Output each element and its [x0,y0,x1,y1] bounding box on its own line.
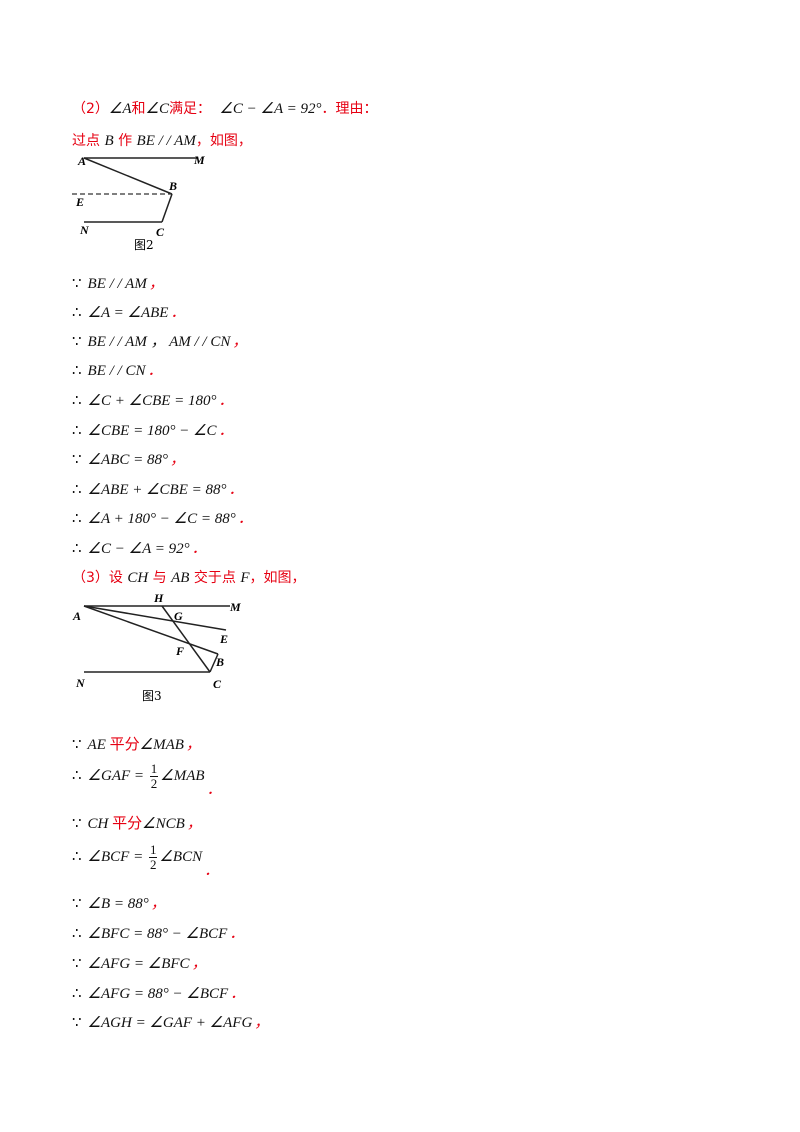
proof2-step-1: ∵ BE / / AM， [72,274,164,292]
angle-a: ∠A [108,101,132,117]
figure-2: A M B E N C 图2 [72,153,205,252]
proof3-step-4: ∴ ∠BCF = 1 2 ∠BCN． [72,842,220,879]
line-ae [83,605,227,631]
part3-label: （3）设 [72,570,123,586]
fig2-label-b: B [168,179,177,193]
fig2-label-e: E [75,195,84,209]
relation: ∠C − ∠A = 92° [219,101,322,117]
satisfy-text: 满足： [169,101,211,117]
fig2-label-a: A [77,154,86,168]
angle-c: ∠C [145,101,169,117]
line-ab-label: AB [171,570,190,586]
line-ch [161,605,211,673]
fig3-label-b: B [215,655,224,669]
line-ab [83,157,173,195]
fig3-label-e: E [219,632,228,646]
fig3-label-f: F [175,644,184,658]
proof3-step-8: ∴ ∠AFG = 88° − ∠BCF ． [72,984,246,1002]
part2-heading: （2）∠A和∠C满足： ∠C − ∠A = 92°．理由： [72,98,378,118]
point-f: F [240,570,250,586]
reason-text: ．理由： [321,101,378,117]
fig2-caption: 图2 [134,238,154,252]
proof3-step-9: ∵ ∠AGH = ∠GAF + ∠AFG， [72,1013,270,1031]
part2-label: （2） [72,101,109,117]
proof2-step-8: ∴ ∠ABE + ∠CBE = 88° ． [72,480,244,498]
as-figure-text: ，如图， [195,133,252,149]
fig2-label-c: C [156,225,165,239]
proof3-step-6: ∴ ∠BFC = 88° − ∠BCF ． [72,924,245,942]
line-ab [83,605,219,655]
fig3-label-c: C [213,677,222,691]
with-text: 与 [152,570,167,586]
fig3-caption: 图3 [142,689,162,703]
fig2-label-m: M [193,153,205,167]
line-bc [161,193,173,223]
proof2-step-2: ∴ ∠A = ∠ABE ． [72,303,186,321]
fig3-label-n: N [75,676,86,690]
fig2-label-n: N [79,223,90,237]
construction-line: 过点 B 作 BE / / AM，如图， [72,130,252,150]
proof2-step-10: ∴ ∠C − ∠A = 92° ． [72,539,207,557]
part3-as-figure: ，如图， [249,570,306,586]
fig3-label-m: M [229,600,241,614]
proof3-step-5: ∵ ∠B = 88°， [72,894,166,912]
proof3-step-7: ∵ ∠AFG = ∠BFC， [72,954,207,972]
fig3-label-h: H [153,591,164,605]
proof2-step-5: ∴ ∠C + ∠CBE = 180° ． [72,391,234,409]
proof3-step-3: ∵ CH 平分∠NCB， [72,814,202,832]
proof2-step-9: ∴ ∠A + 180° − ∠C = 88° ． [72,509,253,527]
intersect-text: 交于点 [193,570,236,586]
proof2-step-3: ∵ BE / / AM ， AM / / CN， [72,332,248,350]
line-bc [209,653,219,673]
and-text: 和 [131,101,146,117]
point-b: B [104,133,114,149]
line-ch: CH [127,570,149,586]
fig3-label-a: A [72,609,81,623]
construction-expr: BE / / AM [136,133,196,149]
through-point-text: 过点 [72,133,100,149]
fig3-label-g: G [174,609,183,623]
proof2-step-4: ∴ BE / / CN ． [72,361,163,379]
part3-heading: （3）设 CH 与 AB 交于点 F，如图， [72,567,306,587]
figure-3: H M A G E F B N C 图3 [72,591,241,703]
proof3-step-2: ∴ ∠GAF = 1 2 ∠MAB． [72,761,222,798]
proof2-step-7: ∵ ∠ABC = 88°， [72,450,185,468]
make-text: 作 [118,133,133,149]
proof2-step-6: ∴ ∠CBE = 180° − ∠C ． [72,421,234,439]
proof3-step-1: ∵ AE 平分∠MAB， [72,735,201,753]
